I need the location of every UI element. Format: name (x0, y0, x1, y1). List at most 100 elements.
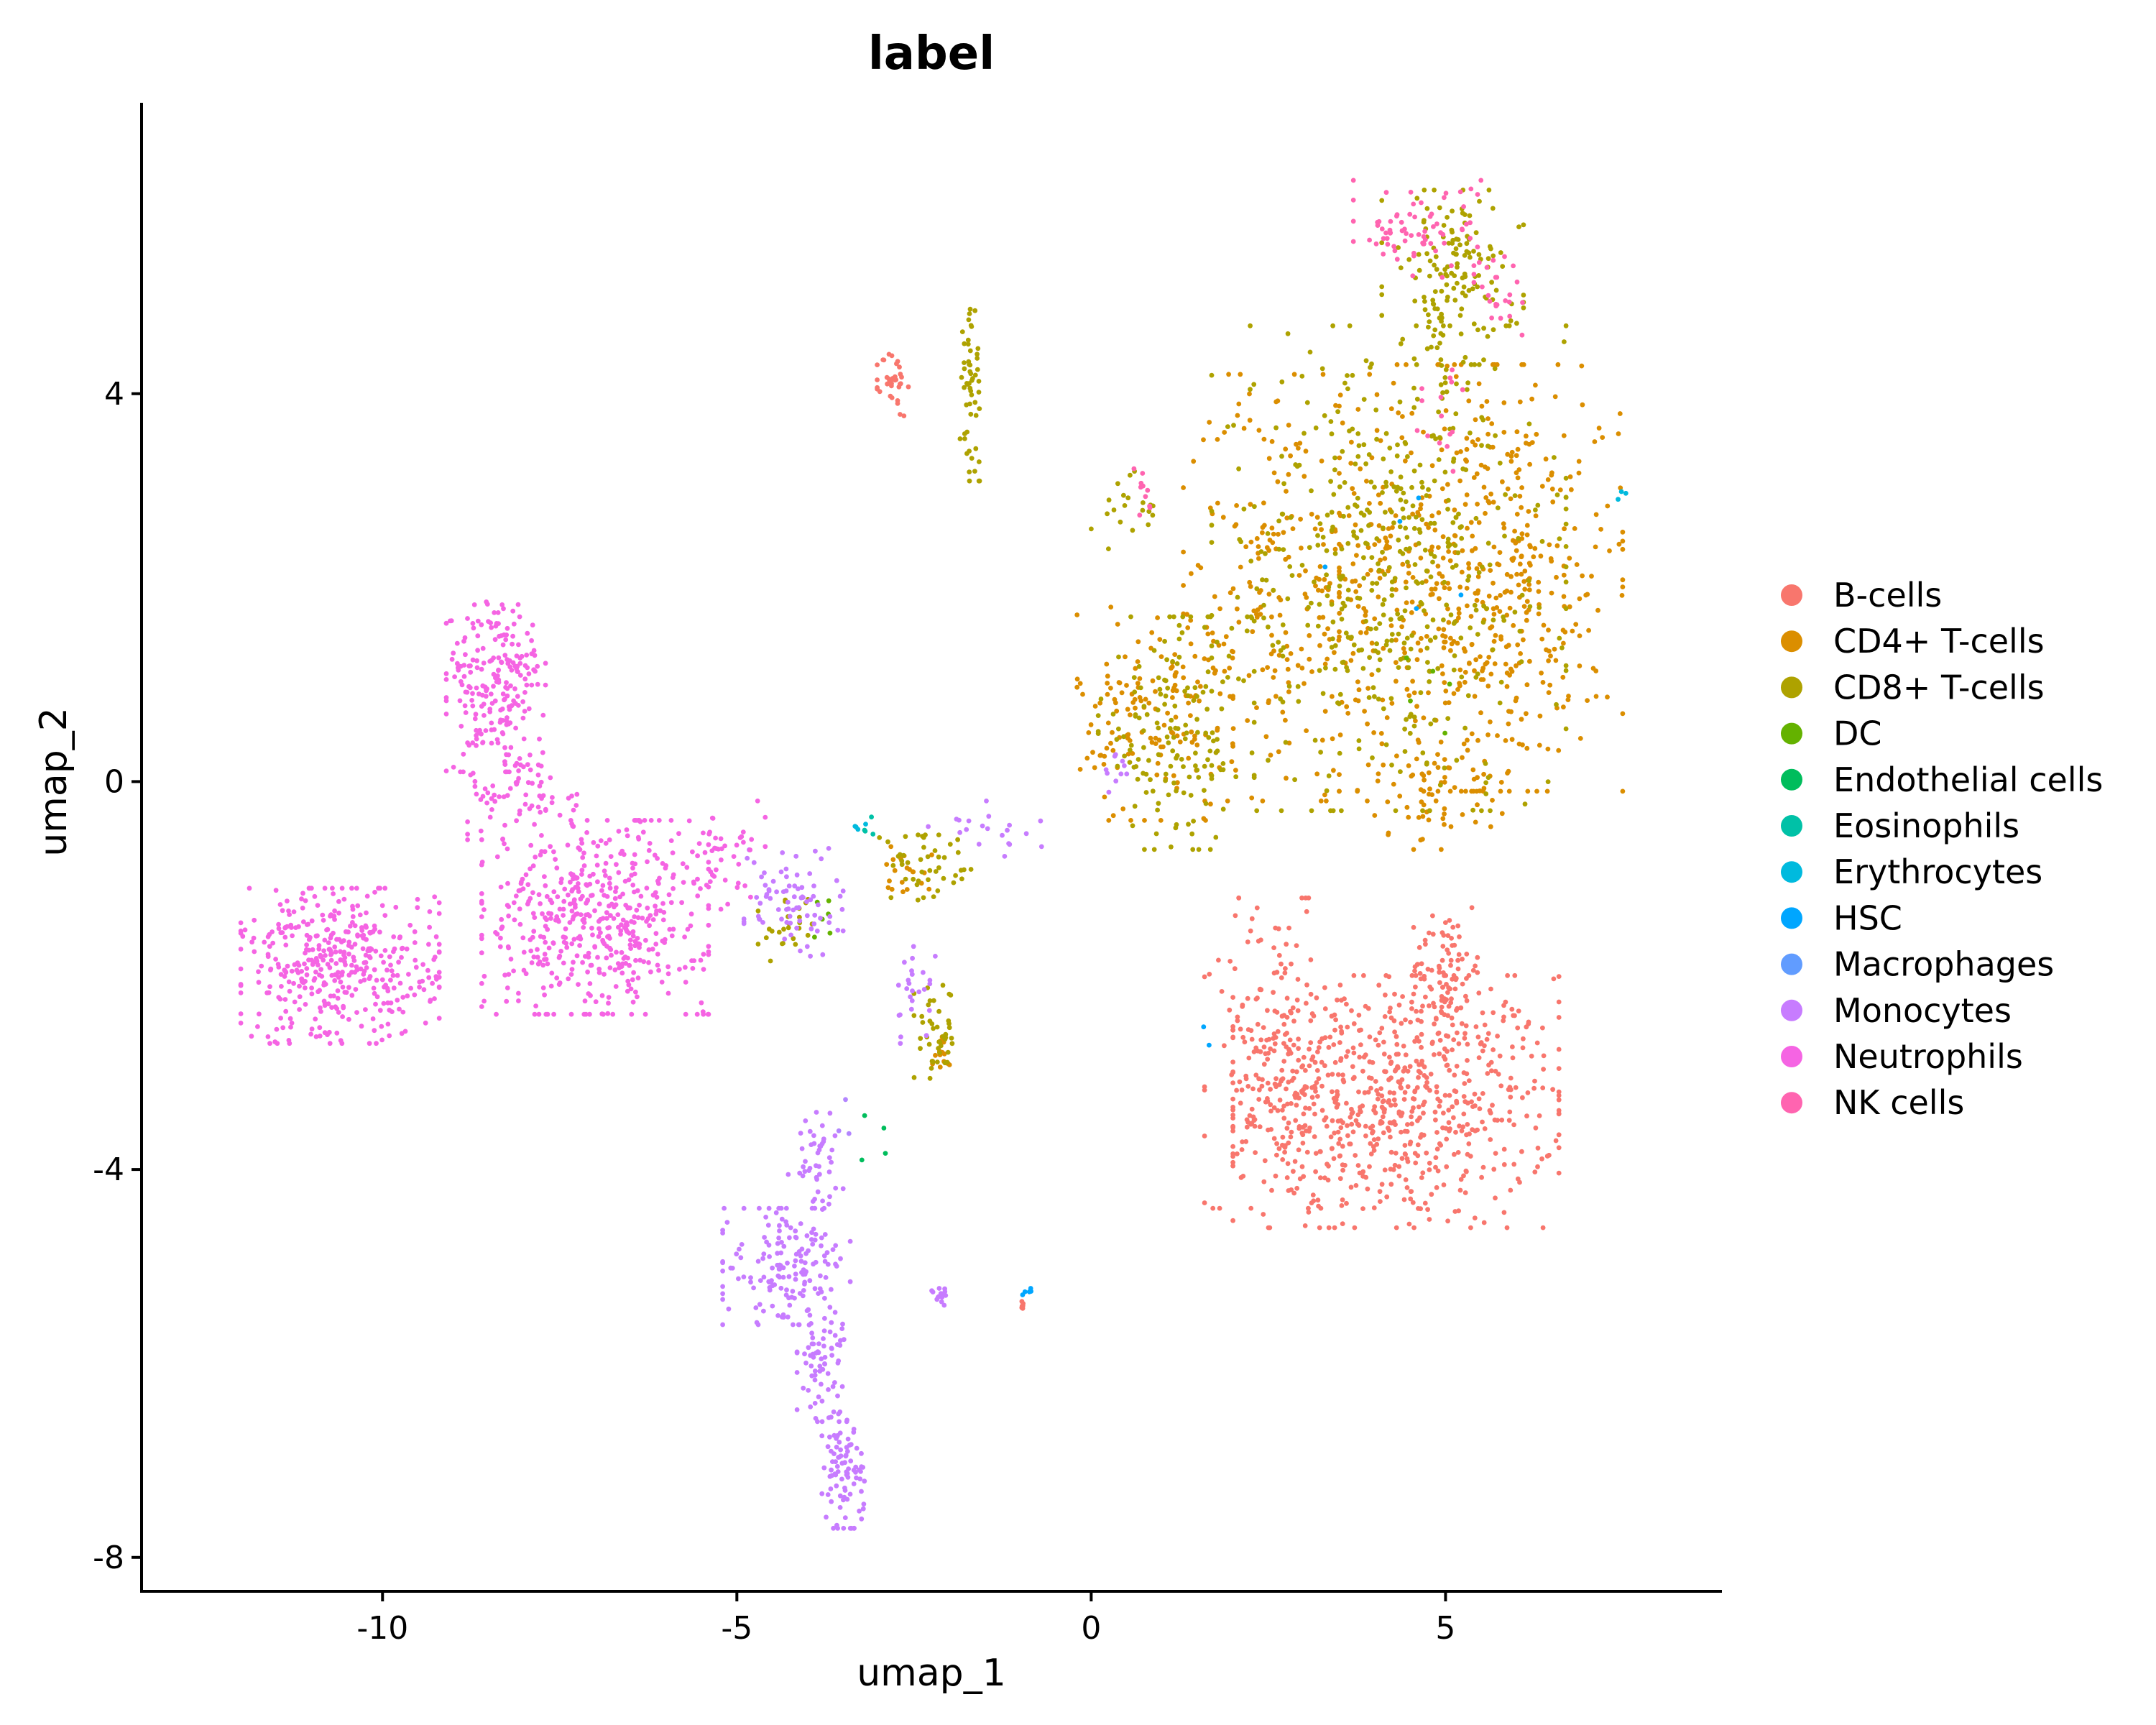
point-neutrophils (617, 965, 622, 970)
point-neutrophils (584, 830, 589, 835)
point-neutrophils (355, 903, 361, 908)
point-b-cells (1493, 1195, 1498, 1201)
point-cd8-t-cells (1444, 282, 1450, 288)
point-monocytes (804, 944, 810, 949)
point-neutrophils (317, 988, 323, 993)
point-b-cells (1466, 1078, 1472, 1083)
point-b-cells (1341, 1079, 1347, 1085)
point-monocytes (753, 1305, 759, 1310)
point-cd8-t-cells (1361, 442, 1367, 448)
point-cd4-t-cells (1605, 694, 1610, 700)
point-b-cells (1365, 1186, 1370, 1192)
point-monocytes (939, 1292, 944, 1297)
point-cd8-t-cells (1355, 431, 1361, 436)
point-b-cells (1311, 1013, 1317, 1018)
point-neutrophils (613, 984, 619, 989)
point-monocytes (739, 1242, 745, 1247)
point-neutrophils (308, 1031, 313, 1037)
point-cd8-t-cells (1366, 695, 1372, 700)
point-nk-cells (1375, 223, 1381, 228)
point-cd4-t-cells (1238, 372, 1243, 377)
point-nk-cells (1137, 512, 1143, 518)
point-monocytes (826, 1169, 832, 1174)
point-monocytes (829, 1147, 835, 1153)
point-monocytes (909, 998, 915, 1003)
point-cd4-t-cells (1573, 622, 1579, 627)
point-neutrophils (349, 993, 355, 998)
point-monocytes (786, 906, 791, 911)
point-monocytes (814, 1110, 819, 1115)
point-b-cells (1541, 1053, 1547, 1059)
point-cd8-t-cells (1225, 424, 1230, 429)
point-cd8-t-cells (951, 880, 957, 886)
point-b-cells (1553, 1138, 1559, 1144)
point-cd8-t-cells (936, 854, 941, 860)
point-cd4-t-cells (1516, 741, 1522, 747)
point-b-cells (1290, 1068, 1296, 1074)
point-cd4-t-cells (1443, 689, 1449, 694)
point-b-cells (897, 364, 902, 370)
point-monocytes (720, 1228, 725, 1233)
point-cd8-t-cells (1438, 357, 1444, 362)
point-cd4-t-cells (1524, 433, 1529, 439)
point-cd8-t-cells (1383, 431, 1389, 436)
point-cd8-t-cells (1471, 249, 1476, 254)
point-monocytes (763, 883, 768, 888)
point-cd4-t-cells (1158, 654, 1164, 659)
point-cd4-t-cells (1104, 661, 1110, 667)
point-cd4-t-cells (1593, 544, 1598, 550)
point-cd4-t-cells (1286, 680, 1291, 686)
point-cd8-t-cells (1526, 578, 1531, 584)
point-cd4-t-cells (1266, 548, 1271, 553)
point-neutrophils (532, 822, 537, 827)
point-b-cells (1453, 977, 1459, 983)
point-monocytes (833, 1261, 838, 1267)
point-cd8-t-cells (929, 1059, 935, 1064)
point-cd4-t-cells (1511, 622, 1516, 628)
point-neutrophils (581, 863, 587, 868)
point-cd8-t-cells (1193, 750, 1198, 756)
point-cd8-t-cells (1476, 273, 1482, 278)
point-b-cells (1453, 1129, 1458, 1135)
point-cd4-t-cells (1461, 741, 1467, 747)
point-cd4-t-cells (1526, 509, 1531, 514)
point-b-cells (1294, 1103, 1299, 1108)
point-b-cells (1465, 1041, 1470, 1047)
point-cd8-t-cells (1430, 301, 1436, 307)
point-cd8-t-cells (1563, 323, 1569, 328)
point-neutrophils (346, 985, 351, 990)
point-neutrophils (632, 920, 637, 925)
point-cd8-t-cells (1383, 742, 1389, 748)
point-monocytes (815, 1189, 821, 1195)
point-cd4-t-cells (1455, 640, 1460, 646)
point-neutrophils (489, 720, 494, 726)
point-cd8-t-cells (1435, 666, 1441, 671)
point-cd4-t-cells (1086, 730, 1092, 735)
point-monocytes (811, 1226, 816, 1232)
point-cd8-t-cells (967, 381, 972, 386)
point-monocytes (926, 824, 931, 829)
point-neutrophils (655, 962, 660, 968)
point-monocytes (826, 1155, 832, 1161)
point-cd8-t-cells (1106, 497, 1112, 503)
point-b-cells (1307, 1063, 1312, 1069)
point-b-cells (1294, 1185, 1300, 1191)
point-b-cells (1322, 1006, 1328, 1011)
point-neutrophils (480, 645, 486, 651)
point-neutrophils (463, 710, 469, 715)
point-cd8-t-cells (1414, 362, 1419, 367)
point-monocytes (779, 1240, 784, 1245)
point-cd4-t-cells (1283, 630, 1289, 635)
point-neutrophils (590, 932, 595, 938)
point-neutrophils (361, 978, 367, 983)
point-b-cells (1338, 1058, 1343, 1063)
point-cd4-t-cells (1451, 691, 1457, 696)
point-neutrophils (349, 944, 354, 950)
point-neutrophils (520, 715, 526, 721)
point-b-cells (1431, 1000, 1436, 1006)
point-neutrophils (499, 659, 504, 665)
point-cd4-t-cells (1254, 615, 1260, 620)
point-neutrophils (688, 911, 694, 917)
point-monocytes (824, 1514, 829, 1520)
point-cd4-t-cells (1478, 710, 1483, 716)
